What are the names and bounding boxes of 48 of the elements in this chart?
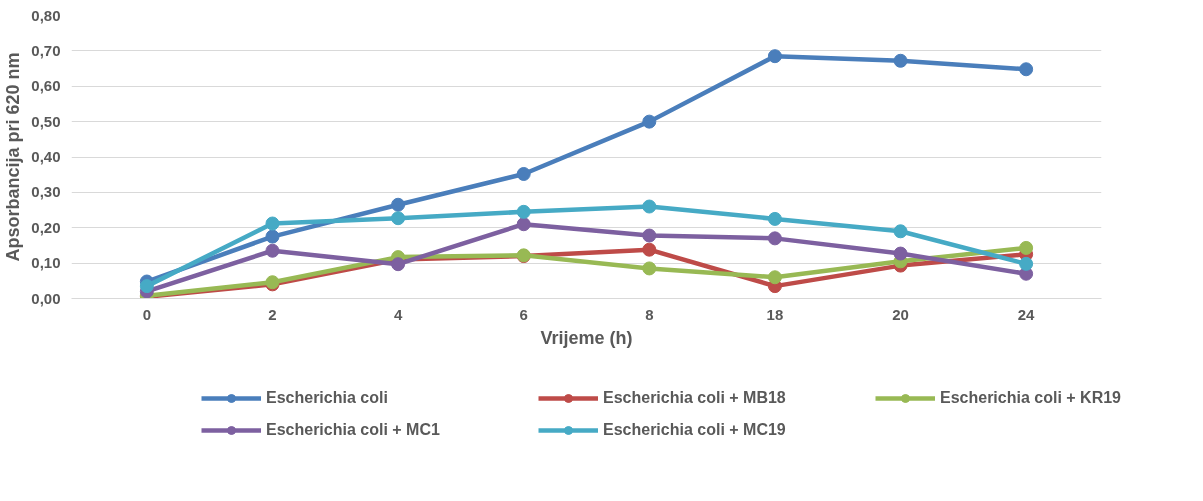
point — [265, 229, 280, 244]
y-tick-label: 0,80 — [31, 6, 61, 24]
point — [265, 243, 280, 258]
point — [767, 49, 782, 64]
point — [516, 204, 531, 219]
y-tick-label: 0,70 — [31, 41, 61, 59]
point — [642, 242, 657, 257]
y-tick-label: 0,10 — [31, 254, 61, 272]
y-tick-label: 0,30 — [31, 183, 61, 201]
point — [265, 216, 280, 231]
point — [516, 217, 531, 232]
legend-label: Escherichia coli — [266, 389, 389, 407]
point — [642, 261, 657, 276]
x-tick-label: 20 — [892, 305, 909, 323]
x-tick-label: 4 — [393, 305, 403, 323]
x-tick-label: 6 — [519, 305, 528, 323]
point — [767, 270, 782, 285]
point — [1019, 256, 1034, 271]
point — [893, 53, 908, 68]
y-tick-label: 0,50 — [31, 112, 61, 130]
legend-label: Escherichia coli + MC1 — [266, 421, 441, 439]
y-tick-label: 0,40 — [31, 148, 61, 165]
legend-label: Escherichia coli + KR19 — [940, 389, 1122, 407]
x-axis-title: Vrijeme (h) — [540, 327, 633, 348]
point — [642, 228, 657, 243]
x-tick-label: 2 — [268, 305, 277, 323]
point — [391, 211, 406, 226]
point — [391, 197, 406, 212]
point — [1019, 240, 1034, 255]
legend-label: Escherichia coli + MC19 — [603, 421, 787, 439]
point — [516, 166, 531, 181]
point — [642, 114, 657, 129]
legend-label: Escherichia coli + MB18 — [603, 389, 787, 407]
y-tick-label: 0,20 — [31, 218, 61, 236]
x-tick-label: 18 — [766, 305, 784, 323]
y-tick-label: 0,00 — [31, 289, 61, 307]
point — [642, 199, 657, 214]
point — [767, 231, 782, 246]
point — [893, 246, 908, 261]
y-tick-label: 0,60 — [31, 77, 61, 95]
point — [391, 257, 406, 272]
point — [1019, 62, 1034, 77]
point — [767, 211, 782, 226]
x-tick-label: 0 — [142, 305, 152, 323]
x-tick-label: 8 — [645, 305, 654, 323]
y-axis-title: Apsorbancija pri 620 nm — [3, 52, 24, 262]
x-tick-label: 24 — [1017, 305, 1036, 323]
point — [893, 224, 908, 239]
